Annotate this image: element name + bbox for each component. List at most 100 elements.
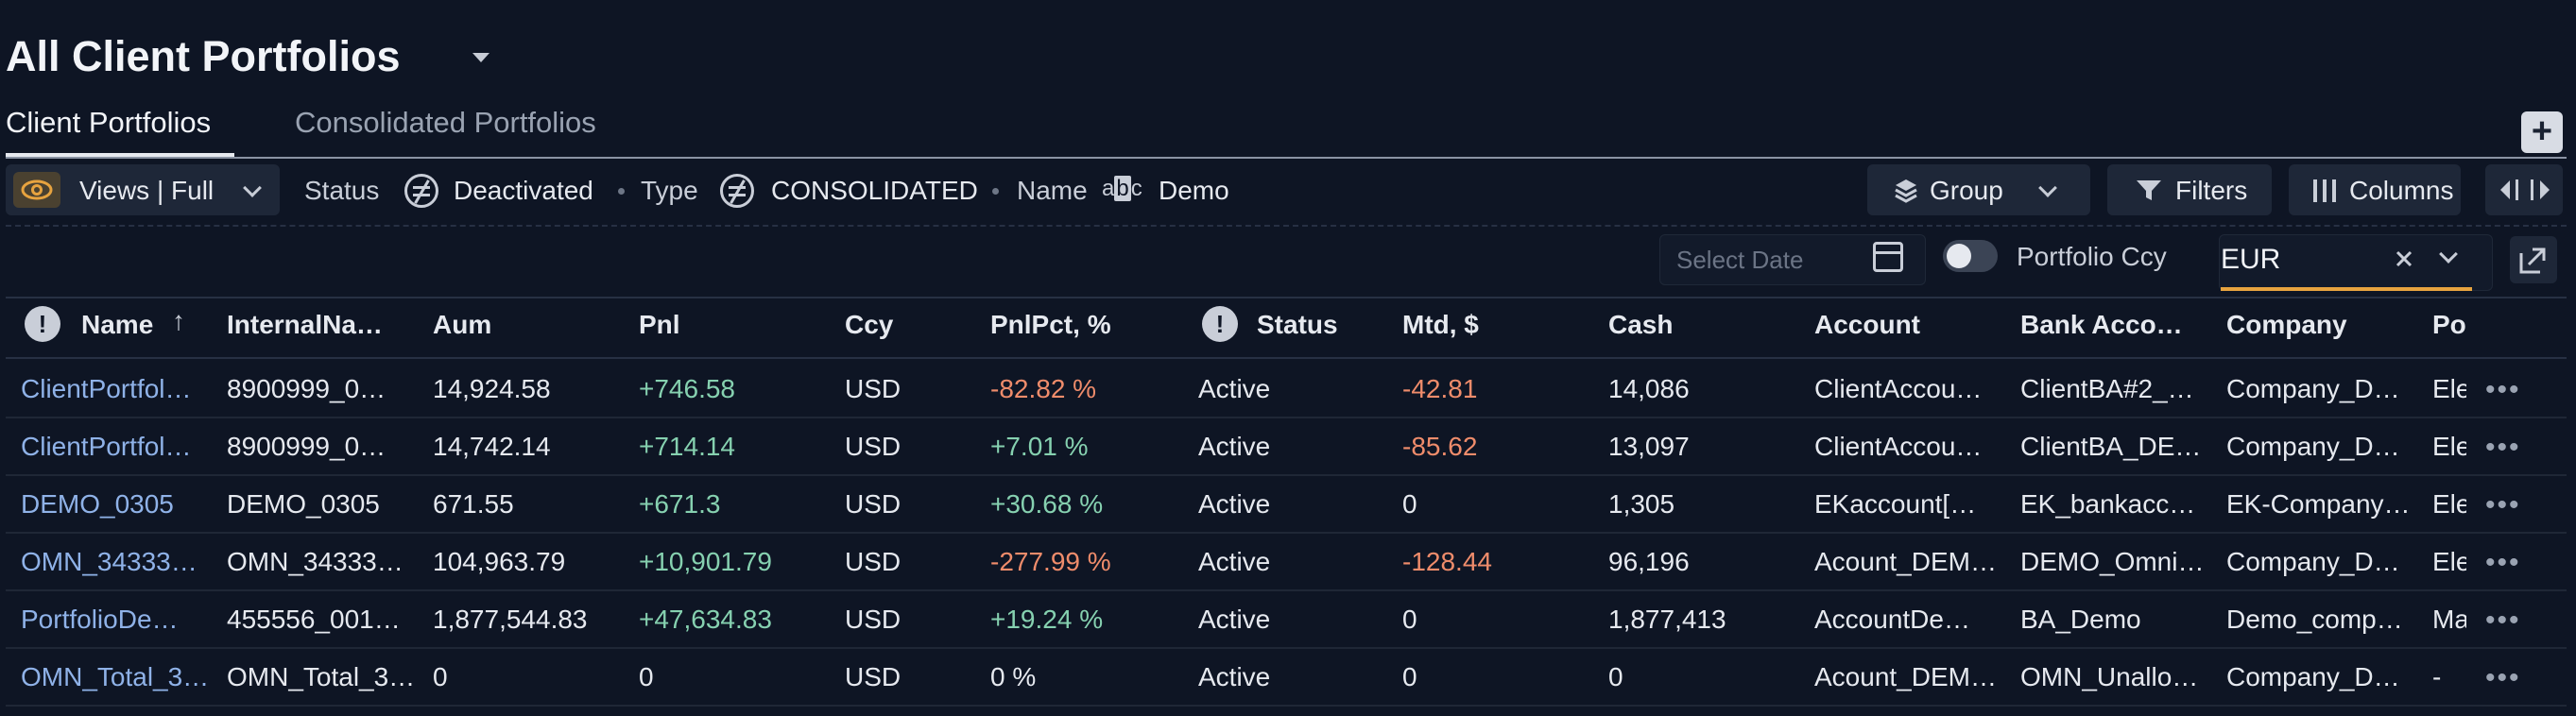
cell-portfolio: Ele bbox=[2432, 547, 2466, 576]
row-more-actions-icon[interactable]: ••• bbox=[2485, 547, 2521, 578]
cell-internal-name: OMN_34333… bbox=[227, 547, 404, 576]
column-header-bank-account[interactable]: Bank Acco… bbox=[2020, 310, 2183, 339]
cell-aum: 14,742.14 bbox=[433, 432, 551, 461]
cell-name[interactable]: ClientPortfol… bbox=[21, 374, 192, 403]
cell-bank-account: ClientBA_DE… bbox=[2020, 432, 2202, 461]
columns-button[interactable] bbox=[2289, 164, 2461, 215]
table-row[interactable]: DEMO_0305 DEMO_0305 671.55 +671.3 USD +30.68 … bbox=[6, 476, 2567, 534]
cell-mtd: -42.81 bbox=[1402, 374, 1478, 403]
cell-portfolio: Ele bbox=[2432, 432, 2466, 461]
cell-aum: 104,963.79 bbox=[433, 547, 566, 576]
row-more-actions-icon[interactable]: ••• bbox=[2485, 662, 2521, 693]
cell-company: Demo_comp… bbox=[2226, 605, 2403, 634]
column-header-aum[interactable]: Aum bbox=[433, 310, 492, 339]
collapse-panel-button[interactable] bbox=[2485, 164, 2563, 215]
filter-type-value[interactable]: CONSOLIDATED bbox=[771, 176, 978, 205]
warning-icon: ! bbox=[1202, 306, 1238, 342]
export-icon bbox=[2517, 244, 2550, 281]
cell-pnl: 0 bbox=[639, 662, 654, 691]
cell-pnl-pct: +7.01 % bbox=[990, 432, 1089, 461]
table-top-border bbox=[6, 297, 2567, 298]
column-header-pnl-pct[interactable]: PnlPct, % bbox=[990, 310, 1111, 339]
filter-status-key: Status bbox=[304, 176, 380, 205]
table-row[interactable]: ClientPortfol… 8900999_0… 14,924.58 +746.58… bbox=[6, 361, 2567, 418]
cell-portfolio: Ele bbox=[2432, 489, 2466, 519]
cell-cash: 0 bbox=[1608, 662, 1623, 691]
columns-icon bbox=[2311, 178, 2338, 209]
column-header-portfolio[interactable]: Po bbox=[2432, 310, 2466, 339]
filter-name-value[interactable]: Demo bbox=[1159, 176, 1229, 205]
cell-pnl-pct: -82.82 % bbox=[990, 374, 1097, 403]
filters-button[interactable] bbox=[2107, 164, 2272, 215]
row-more-actions-icon[interactable]: ••• bbox=[2485, 432, 2521, 463]
row-more-actions-icon[interactable]: ••• bbox=[2485, 374, 2521, 405]
title-dropdown-caret-icon[interactable] bbox=[472, 53, 489, 62]
cell-company: Company_D… bbox=[2226, 374, 2400, 403]
page-title: All Client Portfolios bbox=[6, 32, 401, 80]
cell-ccy: USD bbox=[845, 374, 902, 403]
column-header-cash[interactable]: Cash bbox=[1608, 310, 1674, 339]
cell-account: Acount_DEM… bbox=[1814, 547, 1997, 576]
sort-ascending-icon[interactable]: ↑ bbox=[172, 306, 185, 335]
warning-icon: ! bbox=[25, 306, 60, 342]
abc-icon: abc bbox=[1102, 176, 1142, 201]
collapse-arrows-icon bbox=[2497, 176, 2553, 209]
cell-internal-name: DEMO_0305 bbox=[227, 489, 380, 519]
table-row[interactable]: PortfolioDe… 455556_001… 1,877,544.83 +47,6… bbox=[6, 591, 2567, 649]
table-row[interactable]: ClientPortfol… 8900999_0… 14,742.14 +714.14… bbox=[6, 418, 2567, 476]
column-header-ccy[interactable]: Ccy bbox=[845, 310, 894, 339]
cell-cash: 13,097 bbox=[1608, 432, 1690, 461]
cell-cash: 1,305 bbox=[1608, 489, 1675, 519]
cell-name[interactable]: OMN_34333… bbox=[21, 547, 197, 576]
layers-icon bbox=[1894, 178, 1918, 209]
cell-name[interactable]: PortfolioDe… bbox=[21, 605, 179, 634]
filter-name-key: Name bbox=[1017, 176, 1088, 205]
active-tab-indicator bbox=[6, 153, 234, 157]
cell-ccy: USD bbox=[845, 662, 902, 691]
cell-name[interactable]: ClientPortfol… bbox=[21, 432, 192, 461]
column-header-company[interactable]: Company bbox=[2226, 310, 2347, 339]
row-more-actions-icon[interactable]: ••• bbox=[2485, 489, 2521, 520]
column-header-status[interactable]: Status bbox=[1257, 310, 1338, 339]
cell-mtd: 0 bbox=[1402, 489, 1417, 519]
column-header-internal-name[interactable]: InternalNa… bbox=[227, 310, 383, 339]
cell-aum: 671.55 bbox=[433, 489, 514, 519]
cell-internal-name: OMN_Total_3… bbox=[227, 662, 416, 691]
row-more-actions-icon[interactable]: ••• bbox=[2485, 605, 2521, 636]
tabs-divider bbox=[6, 157, 2567, 159]
cell-name[interactable]: OMN_Total_3… bbox=[21, 662, 210, 691]
cell-status: Active bbox=[1198, 662, 1271, 691]
cell-pnl: +10,901.79 bbox=[639, 547, 772, 576]
currency-select[interactable] bbox=[2219, 234, 2493, 291]
tab-client-portfolios[interactable]: Client Portfolios bbox=[6, 106, 212, 139]
cell-internal-name: 8900999_0… bbox=[227, 432, 386, 461]
calendar-icon[interactable] bbox=[1873, 242, 1903, 272]
cell-pnl: +714.14 bbox=[639, 432, 735, 461]
cell-aum: 0 bbox=[433, 662, 448, 691]
cell-ccy: USD bbox=[845, 605, 902, 634]
cell-portfolio: Ele bbox=[2432, 374, 2466, 403]
filters-label: Filters bbox=[2175, 176, 2248, 205]
cell-bank-account: OMN_Unallo… bbox=[2020, 662, 2199, 691]
cell-status: Active bbox=[1198, 432, 1271, 461]
cell-name[interactable]: DEMO_0305 bbox=[21, 489, 174, 519]
cell-status: Active bbox=[1198, 605, 1271, 634]
filter-status-value[interactable]: Deactivated bbox=[454, 176, 593, 205]
filter-separator-dot bbox=[618, 188, 625, 195]
cell-internal-name: 455556_001… bbox=[227, 605, 401, 634]
column-header-mtd[interactable]: Mtd, $ bbox=[1402, 310, 1479, 339]
cell-mtd: -85.62 bbox=[1402, 432, 1478, 461]
column-header-pnl[interactable]: Pnl bbox=[639, 310, 680, 339]
cell-company: EK-Company… bbox=[2226, 489, 2411, 519]
tab-consolidated-portfolios[interactable]: Consolidated Portfolios bbox=[295, 106, 596, 139]
clear-icon[interactable] bbox=[2395, 249, 2413, 273]
column-header-name[interactable]: Name bbox=[81, 310, 154, 339]
table-row[interactable]: OMN_Total_3… OMN_Total_3… 0 0 USD 0 % Active 0 0… bbox=[6, 649, 2567, 707]
column-header-account[interactable]: Account bbox=[1814, 310, 1920, 339]
add-tab-button[interactable]: + bbox=[2521, 111, 2563, 153]
currency-select-underline bbox=[2221, 287, 2472, 291]
cell-ccy: USD bbox=[845, 489, 902, 519]
table-row[interactable]: OMN_34333… OMN_34333… 104,963.79 +10,901.79… bbox=[6, 534, 2567, 591]
not-equal-icon bbox=[720, 174, 754, 208]
cell-account: ClientAccou… bbox=[1814, 432, 1983, 461]
